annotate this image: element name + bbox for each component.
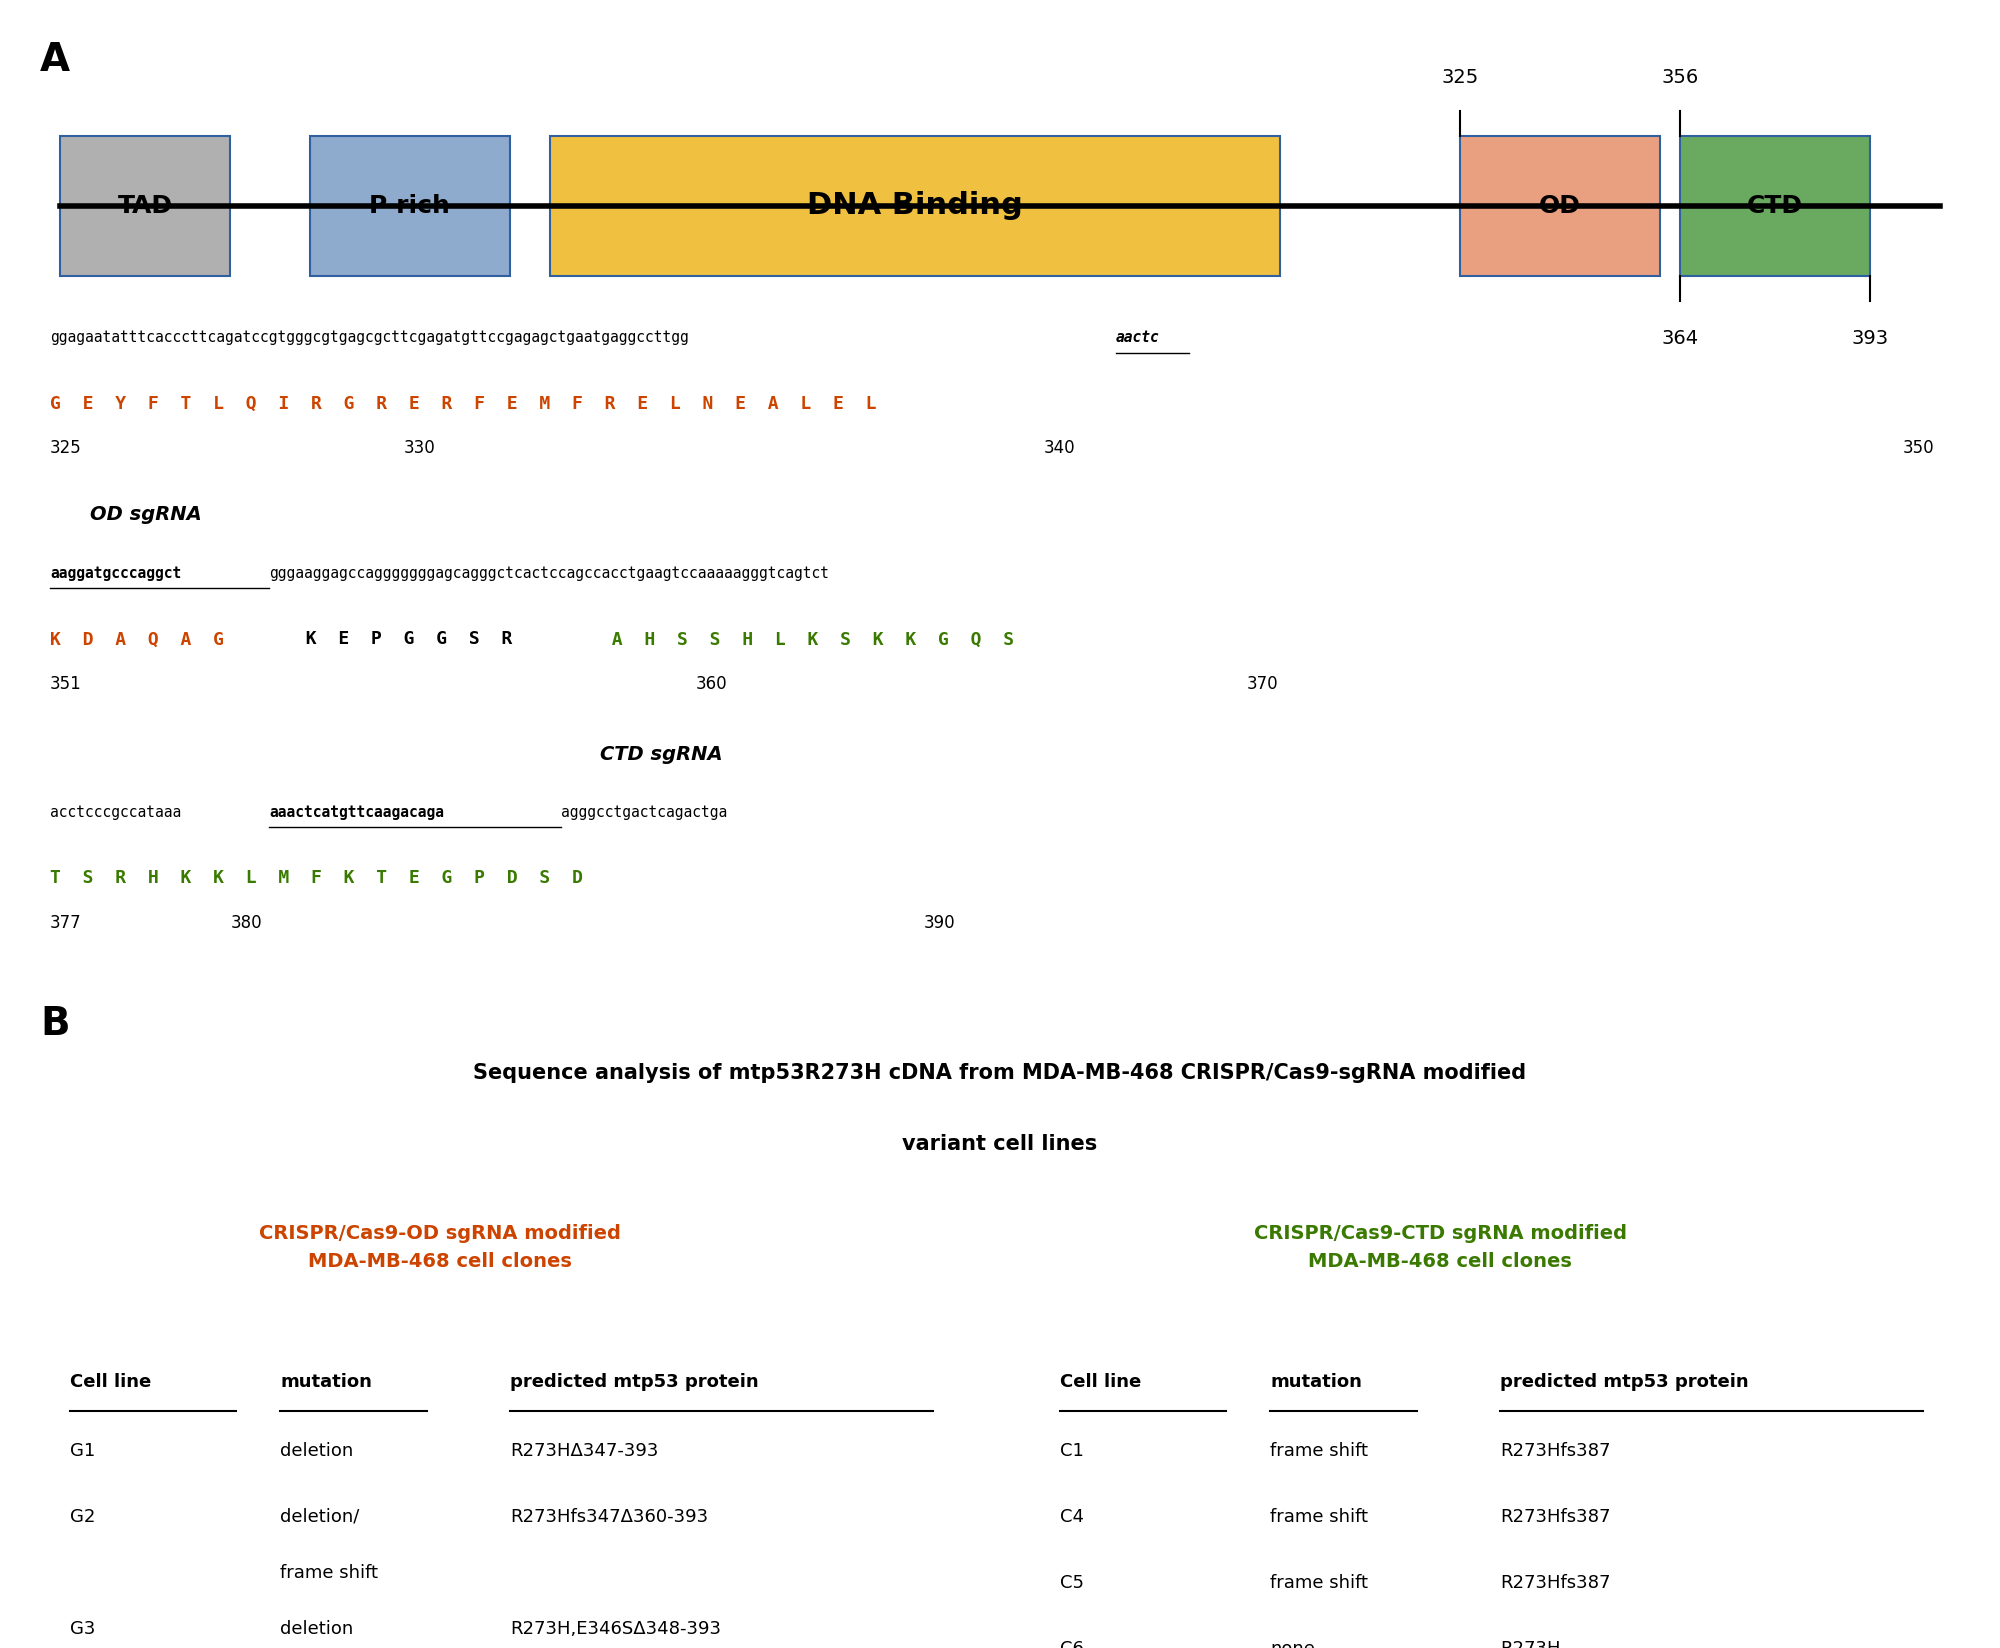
- Text: 325: 325: [1442, 68, 1478, 87]
- Text: OD sgRNA: OD sgRNA: [90, 504, 202, 524]
- Text: ggagaatatttcacccttcagatccgtgggcgtgagcgcttcgagatgttccgagagctgaatgaggccttgg: ggagaatatttcacccttcagatccgtgggcgtgagcgct…: [50, 330, 688, 346]
- FancyBboxPatch shape: [1460, 137, 1660, 277]
- Text: 340: 340: [1044, 440, 1074, 456]
- Text: acctcccgccataaa: acctcccgccataaa: [50, 804, 182, 821]
- Text: R273H,E346SΔ348-393: R273H,E346SΔ348-393: [510, 1620, 720, 1638]
- Text: deletion: deletion: [280, 1620, 354, 1638]
- FancyBboxPatch shape: [310, 137, 510, 277]
- Text: 393: 393: [1852, 330, 1888, 348]
- Text: R273HΔ347-393: R273HΔ347-393: [510, 1442, 658, 1460]
- Text: B: B: [40, 1005, 70, 1043]
- Text: R273H: R273H: [1500, 1640, 1560, 1648]
- Text: C6: C6: [1060, 1640, 1084, 1648]
- Text: K  D  A  Q  A  G: K D A Q A G: [50, 631, 224, 648]
- Text: 351: 351: [50, 676, 82, 692]
- Text: variant cell lines: variant cell lines: [902, 1134, 1098, 1154]
- Text: mutation: mutation: [280, 1373, 372, 1391]
- Text: Cell line: Cell line: [70, 1373, 152, 1391]
- Text: Sequence analysis of mtp53R273H cDNA from MDA-MB-468 CRISPR/Cas9-sgRNA modified: Sequence analysis of mtp53R273H cDNA fro…: [474, 1063, 1526, 1083]
- Text: G1: G1: [70, 1442, 96, 1460]
- Text: TAD: TAD: [118, 194, 172, 218]
- Text: 330: 330: [404, 440, 436, 456]
- Text: G  E  Y  F  T  L  Q  I  R  G  R  E  R  F  E  M  F  R  E  L  N  E  A  L  E  L: G E Y F T L Q I R G R E R F E M F R E L …: [50, 396, 876, 412]
- Text: T  S  R  H  K  K  L  M  F  K  T  E  G  P  D  S  D: T S R H K K L M F K T E G P D S D: [50, 870, 582, 887]
- Text: CTD sgRNA: CTD sgRNA: [600, 745, 722, 765]
- Text: 377: 377: [50, 915, 82, 931]
- Text: R273Hfs387: R273Hfs387: [1500, 1574, 1610, 1592]
- Text: aactc: aactc: [1116, 330, 1160, 346]
- Text: gggaaggagccagggggggagcagggctcactccagccacctgaagtccaaaaagggtcagtct: gggaaggagccagggggggagcagggctcactccagccac…: [268, 565, 830, 582]
- Text: K  E  P  G  G  S  R: K E P G G S R: [284, 631, 512, 648]
- Text: deletion: deletion: [280, 1442, 354, 1460]
- Text: 390: 390: [924, 915, 956, 931]
- Text: C4: C4: [1060, 1508, 1084, 1526]
- Text: frame shift: frame shift: [1270, 1508, 1368, 1526]
- Text: agggcctgactcagactga: agggcctgactcagactga: [560, 804, 728, 821]
- FancyBboxPatch shape: [60, 137, 230, 277]
- Text: 360: 360: [696, 676, 728, 692]
- FancyBboxPatch shape: [550, 137, 1280, 277]
- Text: G3: G3: [70, 1620, 96, 1638]
- Text: CTD: CTD: [1748, 194, 1804, 218]
- Text: A: A: [40, 41, 70, 79]
- Text: G2: G2: [70, 1508, 96, 1526]
- Text: frame shift: frame shift: [1270, 1574, 1368, 1592]
- Text: 350: 350: [1902, 440, 1934, 456]
- Text: R273Hfs347Δ360-393: R273Hfs347Δ360-393: [510, 1508, 708, 1526]
- Text: 356: 356: [1662, 68, 1698, 87]
- Text: none: none: [1270, 1640, 1314, 1648]
- Text: 370: 370: [1248, 676, 1278, 692]
- Text: frame shift: frame shift: [280, 1564, 378, 1582]
- Text: A  H  S  S  H  L  K  S  K  K  G  Q  S: A H S S H L K S K K G Q S: [590, 631, 1014, 648]
- Text: predicted mtp53 protein: predicted mtp53 protein: [510, 1373, 758, 1391]
- Text: Cell line: Cell line: [1060, 1373, 1142, 1391]
- Text: 380: 380: [230, 915, 262, 931]
- Text: CRISPR/Cas9-OD sgRNA modified
MDA-MB-468 cell clones: CRISPR/Cas9-OD sgRNA modified MDA-MB-468…: [260, 1224, 620, 1272]
- Text: aaactcatgttcaagacaga: aaactcatgttcaagacaga: [268, 804, 444, 821]
- Text: deletion/: deletion/: [280, 1508, 360, 1526]
- Text: R273Hfs387: R273Hfs387: [1500, 1442, 1610, 1460]
- Text: OD: OD: [1540, 194, 1580, 218]
- Text: P-rich: P-rich: [370, 194, 450, 218]
- Text: mutation: mutation: [1270, 1373, 1362, 1391]
- Text: predicted mtp53 protein: predicted mtp53 protein: [1500, 1373, 1748, 1391]
- Text: DNA Binding: DNA Binding: [808, 191, 1022, 221]
- Text: C5: C5: [1060, 1574, 1084, 1592]
- FancyBboxPatch shape: [1680, 137, 1870, 277]
- Text: 325: 325: [50, 440, 82, 456]
- Text: C1: C1: [1060, 1442, 1084, 1460]
- Text: CRISPR/Cas9-CTD sgRNA modified
MDA-MB-468 cell clones: CRISPR/Cas9-CTD sgRNA modified MDA-MB-46…: [1254, 1224, 1626, 1272]
- Text: 364: 364: [1662, 330, 1698, 348]
- Text: aaggatgcccaggct: aaggatgcccaggct: [50, 565, 182, 582]
- Text: frame shift: frame shift: [1270, 1442, 1368, 1460]
- Text: R273Hfs387: R273Hfs387: [1500, 1508, 1610, 1526]
